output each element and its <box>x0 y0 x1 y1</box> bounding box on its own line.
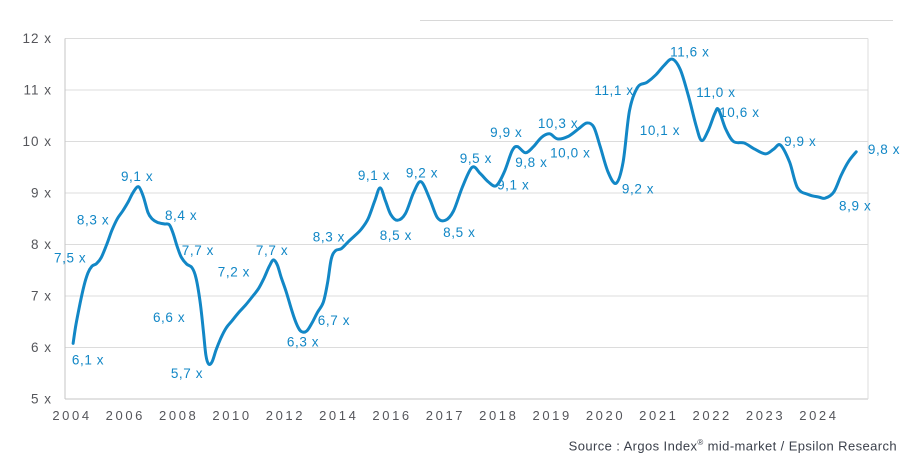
x-tick-label: 2021 <box>639 408 678 423</box>
x-tick-label: 2010 <box>212 408 251 423</box>
x-axis-labels: 2004 2006 2008 2010 2012 2014 2016 2017 2018 2019… <box>52 408 838 423</box>
value-label: 8,3 x <box>313 230 345 245</box>
source-caption: Source : Argos Index® mid-market / Epsil… <box>569 438 897 453</box>
value-label: 7,7 x <box>256 243 288 258</box>
value-annotations: 6,1 x 7,5 x 8,3 x 9,1 x 8,4 x 7,7 x 6,6 x 5,7 x… <box>54 45 900 381</box>
value-label: 8,3 x <box>77 213 109 228</box>
value-label: 9,8 x <box>515 155 547 170</box>
grid-layer <box>65 38 868 348</box>
value-label: 8,9 x <box>839 199 871 214</box>
axis-layer <box>64 38 869 400</box>
value-label: 9,2 x <box>622 182 654 197</box>
value-label: 6,6 x <box>153 310 185 325</box>
y-tick-label: 10 x <box>22 134 52 149</box>
value-label: 6,3 x <box>287 335 319 350</box>
value-label: 8,5 x <box>443 225 475 240</box>
y-tick-label: 8 x <box>31 237 52 252</box>
x-tick-label: 2006 <box>106 408 145 423</box>
value-label: 10,0 x <box>550 146 590 161</box>
value-label: 9,8 x <box>868 142 900 157</box>
source-caption-prefix: Source : Argos Index <box>568 438 698 454</box>
top-divider-line <box>420 20 893 21</box>
x-tick-label: 2012 <box>266 408 305 423</box>
x-tick-label: 2020 <box>586 408 625 423</box>
value-label: 11,1 x <box>594 83 633 98</box>
value-label: 10,6 x <box>719 105 759 120</box>
value-label: 10,1 x <box>640 123 680 138</box>
y-tick-label: 9 x <box>31 186 52 201</box>
value-label: 11,6 x <box>670 45 709 60</box>
value-label: 9,2 x <box>406 166 438 181</box>
y-tick-label: 6 x <box>31 340 52 355</box>
source-caption-suffix: mid-market / Epsilon Research <box>703 438 897 454</box>
x-tick-label: 2014 <box>319 408 358 423</box>
x-tick-label: 2018 <box>479 408 518 423</box>
y-tick-label: 11 x <box>23 83 52 98</box>
value-label: 7,5 x <box>54 251 86 266</box>
x-tick-label: 2017 <box>426 408 465 423</box>
value-label: 7,2 x <box>218 265 250 280</box>
value-label: 6,7 x <box>318 313 350 328</box>
x-tick-label: 2004 <box>52 408 91 423</box>
value-label: 6,1 x <box>72 353 104 368</box>
y-tick-label: 5 x <box>31 392 52 407</box>
value-label: 8,4 x <box>165 208 197 223</box>
value-label: 9,1 x <box>497 178 529 193</box>
x-tick-label: 2024 <box>799 408 838 423</box>
value-label: 10,3 x <box>538 116 578 131</box>
value-label: 8,5 x <box>380 228 412 243</box>
value-label: 9,5 x <box>460 151 492 166</box>
value-label: 9,9 x <box>490 125 522 140</box>
value-label: 9,1 x <box>121 169 153 184</box>
index-curve-line <box>71 57 858 366</box>
x-tick-label: 2016 <box>372 408 411 423</box>
value-label: 9,1 x <box>358 168 390 183</box>
y-tick-label: 7 x <box>31 289 52 304</box>
value-label: 7,7 x <box>182 243 214 258</box>
y-axis-labels: 5 x 6 x 7 x 8 x 9 x 10 x 11 x 12 x <box>22 31 52 407</box>
registered-trademark-symbol: ® <box>697 438 704 447</box>
value-label: 9,9 x <box>784 134 816 149</box>
value-label: 11,0 x <box>696 85 735 100</box>
y-tick-label: 12 x <box>22 31 52 46</box>
x-tick-label: 2022 <box>693 408 732 423</box>
x-tick-label: 2008 <box>159 408 198 423</box>
value-label: 5,7 x <box>171 366 203 381</box>
x-tick-label: 2019 <box>532 408 571 423</box>
x-tick-label: 2023 <box>746 408 785 423</box>
